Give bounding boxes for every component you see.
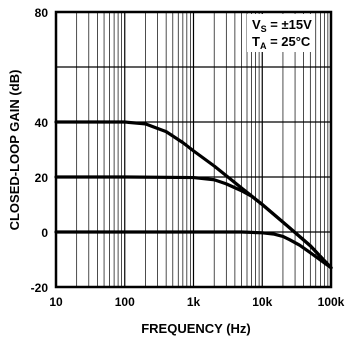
x-tick-label: 10k xyxy=(252,295,272,309)
series-line-2 xyxy=(54,175,333,270)
y-tick-label: 80 xyxy=(35,6,49,20)
supply-voltage-annotation: VS = ±15V xyxy=(252,17,312,34)
x-tick-label: 100k xyxy=(318,295,345,309)
y-tick-label: 20 xyxy=(35,171,49,185)
plot-frame xyxy=(54,10,333,289)
series-group xyxy=(54,120,333,270)
series-line-3 xyxy=(54,230,333,270)
y-tick-label: 0 xyxy=(41,226,48,240)
x-tick-label: 100 xyxy=(115,295,135,309)
y-tick-label: 40 xyxy=(35,116,49,130)
annotation-box xyxy=(247,14,315,52)
tick-labels: 10 100 1k 10k 100k -20 0 20 40 80 xyxy=(31,6,345,309)
x-tick-label: 10 xyxy=(49,295,63,309)
x-axis-title: FREQUENCY (Hz) xyxy=(141,321,251,336)
y-tick-label: -20 xyxy=(31,281,49,295)
temperature-annotation: TA = 25°C xyxy=(252,34,311,51)
y-axis-title: CLOSED-LOOP GAIN (dB) xyxy=(7,70,22,231)
x-tick-label: 1k xyxy=(187,295,201,309)
grid xyxy=(55,11,331,288)
